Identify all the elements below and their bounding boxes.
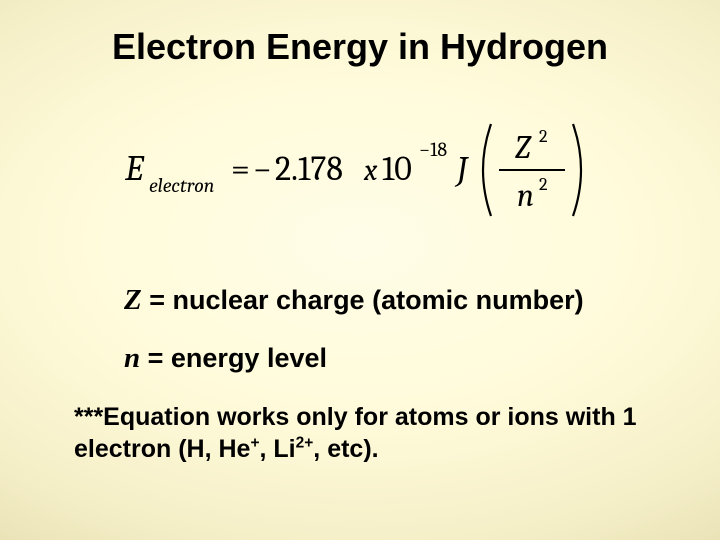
eq-E: E xyxy=(125,148,145,189)
eq-exp: −18 xyxy=(419,138,447,161)
eq-frac-Z-exp: 2 xyxy=(539,126,548,147)
eq-rparen xyxy=(573,124,581,216)
def-n: n = energy level xyxy=(124,340,670,376)
eq-frac-n: n xyxy=(517,177,534,214)
eq-mantissa: 2.178 xyxy=(275,149,343,189)
eq-unit-J: J xyxy=(454,149,469,189)
var-z: Z xyxy=(124,284,142,316)
eq-frac-Z: Z xyxy=(515,129,532,166)
energy-equation: E electron = − 2.178 x 10 −18 J xyxy=(50,118,670,226)
note-li-sup: 2+ xyxy=(296,434,314,451)
slide-title: Electron Energy in Hydrogen xyxy=(50,26,670,68)
var-n: n xyxy=(124,342,140,374)
def-z: Z = nuclear charge (atomic number) xyxy=(124,282,670,318)
eq-minus: − xyxy=(253,149,272,189)
eq-equals: = xyxy=(231,149,250,189)
eq-frac-n-exp: 2 xyxy=(539,174,548,195)
note-mid: , Li xyxy=(260,435,296,463)
eq-lparen xyxy=(483,124,491,216)
definitions-block: Z = nuclear charge (atomic number) n = e… xyxy=(124,282,670,377)
footnote: ***Equation works only for atoms or ions… xyxy=(74,401,650,465)
note-he-sup: + xyxy=(250,434,259,451)
eq-base10: 10 xyxy=(382,149,412,189)
def-n-text: = energy level xyxy=(140,343,327,373)
note-suffix: , etc). xyxy=(313,435,378,463)
def-z-text: = nuclear charge (atomic number) xyxy=(142,285,584,315)
eq-times: x xyxy=(363,153,378,188)
eq-sub-electron: electron xyxy=(149,174,214,197)
